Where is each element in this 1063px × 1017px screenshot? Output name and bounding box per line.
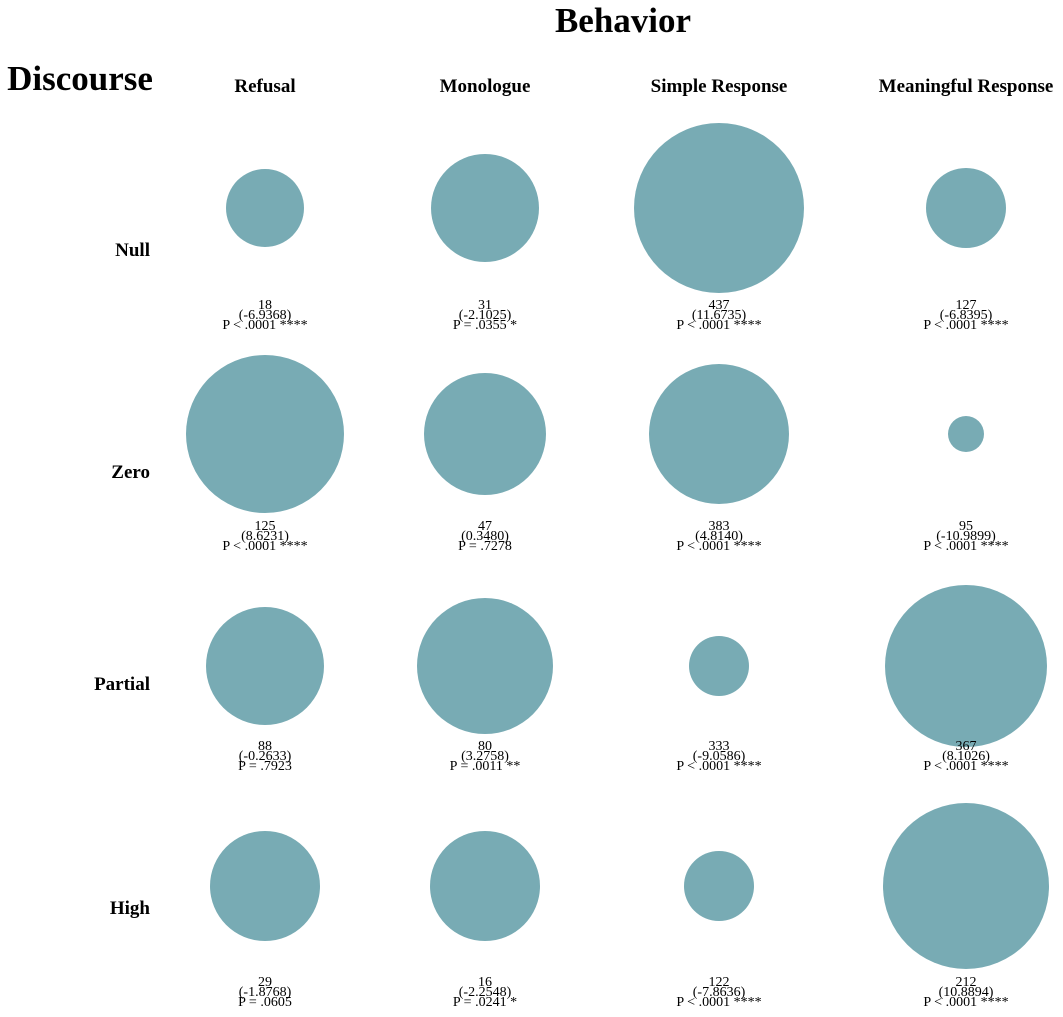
bubble: [883, 803, 1049, 969]
cell-p-value: P = .7923: [238, 759, 292, 774]
cell-p-value: P < .0001 ****: [676, 759, 761, 774]
cell-residual: (-2.1025): [459, 308, 512, 323]
bubble: [226, 169, 304, 247]
bubble: [634, 123, 804, 293]
cell-residual: (-10.9899): [936, 529, 996, 544]
chart-title: Behavior: [555, 1, 691, 40]
cell-p-value: P < .0001 ****: [676, 995, 761, 1010]
cell-count: 95: [959, 519, 973, 534]
column-label: Monologue: [440, 76, 531, 97]
cell-count: 383: [709, 519, 730, 534]
cell-residual: (3.2758): [461, 749, 509, 764]
cell-residual: (-2.2548): [459, 985, 512, 1000]
bubble: [649, 364, 789, 504]
cell-p-value: P = .0605: [238, 995, 292, 1010]
bubble: [885, 585, 1047, 747]
cell-residual: (4.8140): [695, 529, 743, 544]
bubble: [948, 416, 984, 452]
cell-count: 125: [255, 519, 276, 534]
cell-residual: (-0.2633): [239, 749, 292, 764]
cell-p-value: P = .0241 *: [453, 995, 517, 1010]
bubble: [206, 607, 324, 725]
cell-count: 122: [709, 975, 730, 990]
cell-residual: (11.6735): [692, 308, 747, 323]
cell-p-value: P < .0001 ****: [676, 539, 761, 554]
cell-count: 29: [258, 975, 272, 990]
bubble: [430, 831, 540, 941]
cell-count: 88: [258, 739, 272, 754]
cell-residual: (-1.8768): [239, 985, 292, 1000]
row-label: Zero: [111, 462, 150, 483]
cell-p-value: P < .0001 ****: [923, 995, 1008, 1010]
cell-p-value: P < .0001 ****: [923, 759, 1008, 774]
cell-count: 47: [478, 519, 492, 534]
cell-residual: (-6.8395): [940, 308, 993, 323]
bubble: [684, 851, 754, 921]
row-label: Null: [115, 240, 150, 261]
bubble: [424, 373, 546, 495]
cell-p-value: P < .0001 ****: [676, 318, 761, 333]
cell-count: 80: [478, 739, 492, 754]
column-label: Meaningful Response: [879, 76, 1054, 97]
row-label: Partial: [94, 674, 150, 695]
cell-residual: (8.1026): [942, 749, 990, 764]
bubble: [186, 355, 344, 513]
bubble: [210, 831, 320, 941]
cell-count: 333: [709, 739, 730, 754]
cell-residual: (0.3480): [461, 529, 509, 544]
cell-residual: (8.6231): [241, 529, 289, 544]
bubble: [926, 168, 1006, 248]
cell-p-value: P < .0001 ****: [923, 539, 1008, 554]
cell-residual: (-9.0586): [693, 749, 746, 764]
cell-p-value: P < .0001 ****: [222, 318, 307, 333]
cell-residual: (-6.9368): [239, 308, 292, 323]
cell-p-value: P < .0001 ****: [923, 318, 1008, 333]
cell-count: 367: [956, 739, 977, 754]
cell-p-value: P = .0011 **: [450, 759, 521, 774]
cell-count: 437: [709, 298, 730, 313]
cell-p-value: P = .7278: [458, 539, 512, 554]
cell-residual: (10.8894): [939, 985, 994, 1000]
column-label: Simple Response: [651, 76, 788, 97]
cell-count: 127: [956, 298, 977, 313]
cell-residual: (-7.8636): [693, 985, 746, 1000]
cell-p-value: P < .0001 ****: [222, 539, 307, 554]
cell-p-value: P = .0355 *: [453, 318, 517, 333]
cell-count: 18: [258, 298, 272, 313]
cell-count: 16: [478, 975, 492, 990]
bubble: [417, 598, 553, 734]
row-label: High: [110, 898, 151, 919]
cell-count: 212: [956, 975, 977, 990]
bubble: [689, 636, 749, 696]
cell-count: 31: [478, 298, 492, 313]
bubble: [431, 154, 539, 262]
row-axis-title: Discourse: [7, 59, 153, 98]
column-label: Refusal: [234, 76, 295, 97]
